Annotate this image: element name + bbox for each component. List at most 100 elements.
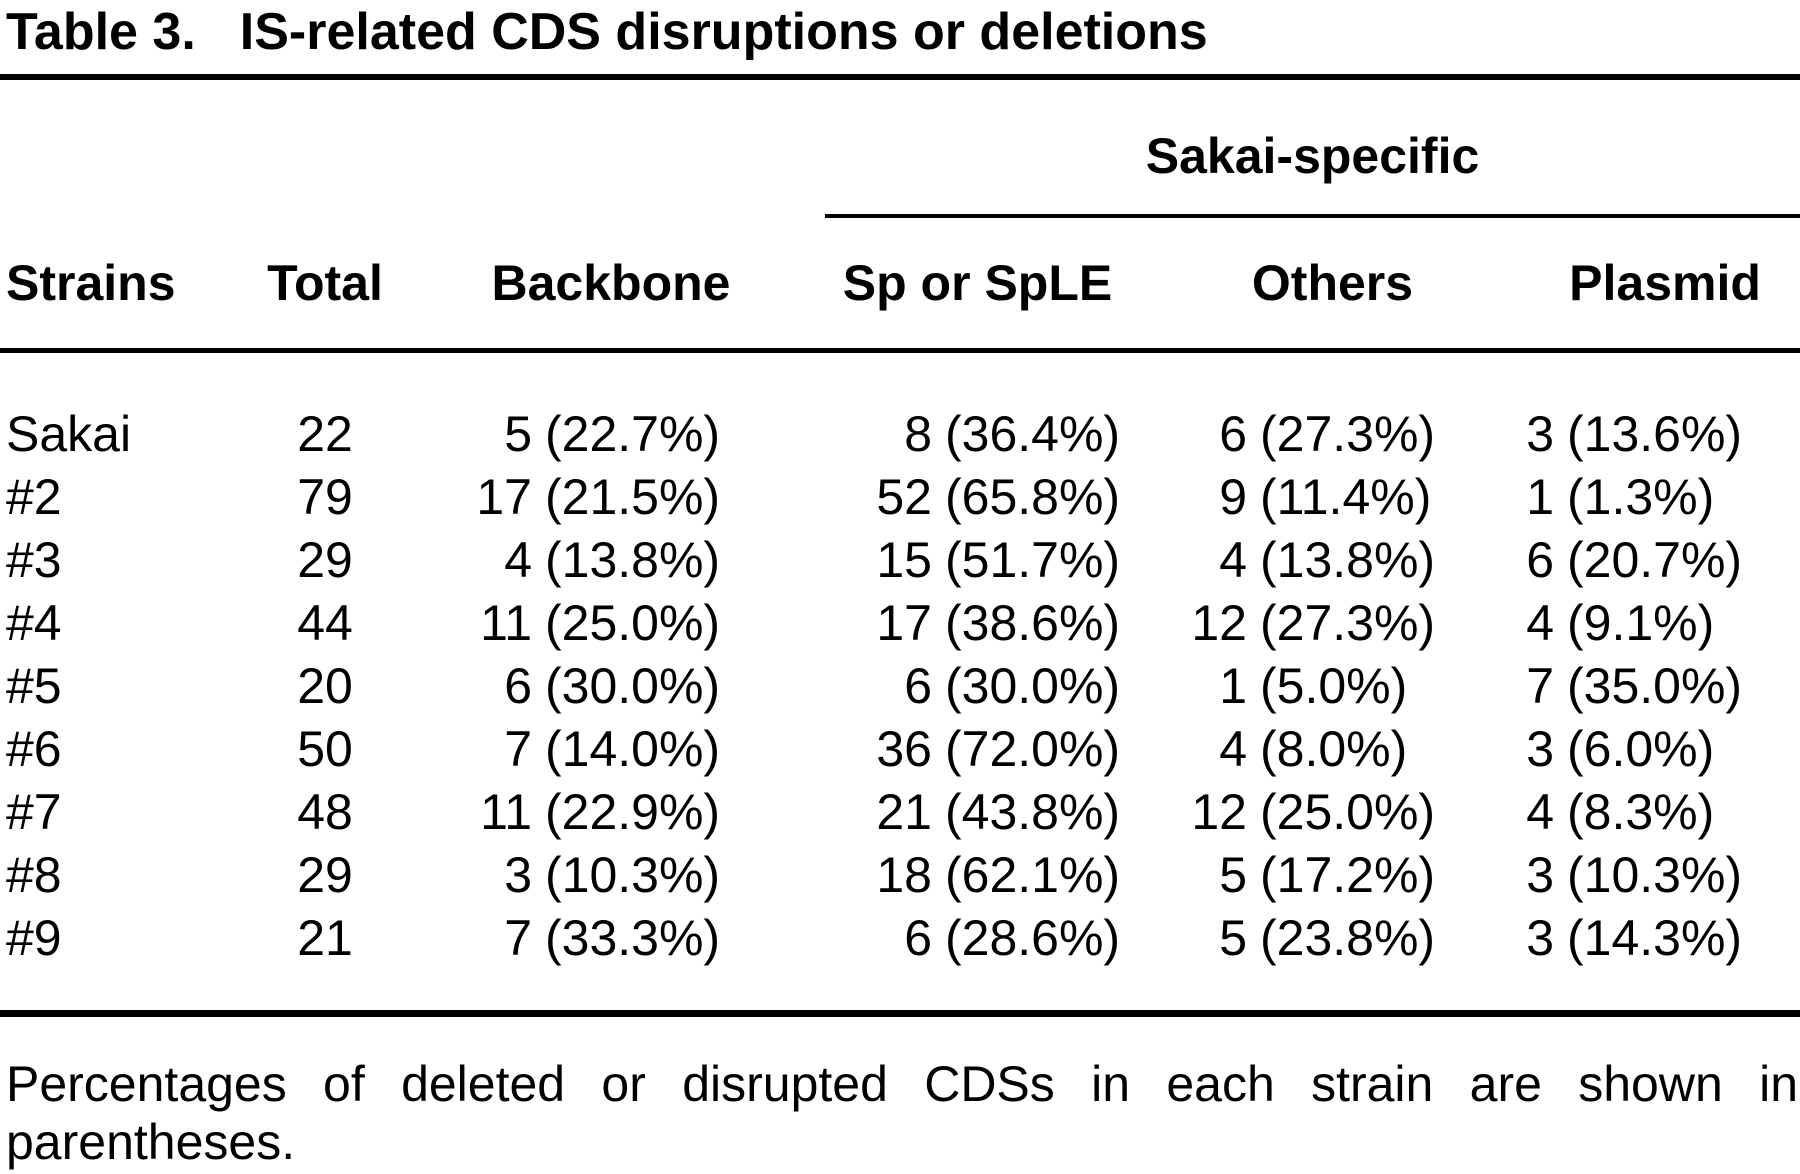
strain-cell: Sakai — [6, 406, 132, 462]
others-count: 12 — [1191, 595, 1247, 651]
strain-cell: #7 — [6, 784, 62, 840]
total-cell: 21 — [297, 910, 353, 966]
sp-sple-count: 6 — [904, 910, 932, 966]
sp-sple-count: 52 — [876, 469, 932, 525]
sp-sple-percent: (65.8%) — [945, 469, 1121, 525]
backbone-percent: (14.0%) — [545, 721, 721, 777]
sp-sple-count: 15 — [876, 532, 932, 588]
backbone-cell: 3 (10.3%) — [440, 844, 770, 907]
col-header-total: Total — [230, 218, 440, 353]
table-row-9: #9 21 7 (33.3%) 6 (28.6%) 5 (23.8%) 3 (14.3%… — [0, 907, 1800, 1014]
col-header-backbone: Backbone — [440, 218, 770, 353]
table-row-2: #2 79 17 (21.5%) 52 (65.8%) 9 (11.4%) 1 (1.3… — [0, 466, 1800, 529]
table-row-4: #4 44 11 (25.0%) 17 (38.6%) 12 (27.3%) 4 (9.… — [0, 592, 1800, 655]
sp-sple-percent: (51.7%) — [945, 532, 1121, 588]
strain-cell: #6 — [6, 721, 62, 777]
plasmid-count: 1 — [1526, 469, 1554, 525]
others-percent: (17.2%) — [1260, 847, 1436, 903]
sp-sple-count: 36 — [876, 721, 932, 777]
spanner-row: Sakai-specific — [0, 77, 1800, 218]
others-count: 6 — [1219, 406, 1247, 462]
others-percent: (27.3%) — [1260, 595, 1436, 651]
others-cell: 5 (17.2%) — [1185, 844, 1500, 907]
plasmid-percent: (35.0%) — [1567, 658, 1743, 714]
sp-sple-percent: (30.0%) — [945, 658, 1121, 714]
others-cell: 5 (23.8%) — [1185, 907, 1500, 1014]
sp-sple-count: 8 — [904, 406, 932, 462]
total-cell: 29 — [297, 847, 353, 903]
backbone-count: 7 — [504, 721, 532, 777]
others-cell: 4 (13.8%) — [1185, 529, 1500, 592]
backbone-percent: (10.3%) — [545, 847, 721, 903]
others-count: 12 — [1191, 784, 1247, 840]
others-percent: (23.8%) — [1260, 910, 1436, 966]
others-percent: (25.0%) — [1260, 784, 1436, 840]
table-caption-text: IS-related CDS disruptions or deletions — [239, 3, 1208, 61]
plasmid-percent: (9.1%) — [1567, 595, 1715, 651]
total-cell: 29 — [297, 532, 353, 588]
footnote-line-1: Percentages of deleted or disrupted CDSs… — [6, 1056, 1798, 1112]
spanner-underline: Sakai-specific — [825, 128, 1800, 218]
others-cell: 1 (5.0%) — [1185, 655, 1500, 718]
others-cell: 4 (8.0%) — [1185, 718, 1500, 781]
plasmid-cell: 3 (6.0%) — [1500, 718, 1800, 781]
spanner-cell: Sakai-specific — [770, 77, 1800, 218]
footnote-line-2: parentheses. — [6, 1114, 296, 1170]
others-percent: (11.4%) — [1260, 469, 1432, 525]
col-header-strains: Strains — [0, 218, 230, 353]
sp-sple-count: 17 — [876, 595, 932, 651]
sp-sple-percent: (43.8%) — [945, 784, 1121, 840]
table-footnote: Percentages of deleted or disrupted CDSs… — [0, 1055, 1798, 1171]
table-title: Table 3. IS-related CDS disruptions or de… — [0, 2, 1800, 62]
sp-sple-percent: (28.6%) — [945, 910, 1121, 966]
sp-sple-count: 18 — [876, 847, 932, 903]
sp-sple-cell: 6 (28.6%) — [770, 907, 1185, 1014]
plasmid-count: 4 — [1526, 784, 1554, 840]
backbone-count: 4 — [504, 532, 532, 588]
plasmid-percent: (6.0%) — [1567, 721, 1715, 777]
sp-sple-cell: 6 (30.0%) — [770, 655, 1185, 718]
backbone-percent: (25.0%) — [545, 595, 721, 651]
backbone-cell: 17 (21.5%) — [440, 466, 770, 529]
sp-sple-percent: (72.0%) — [945, 721, 1121, 777]
others-count: 5 — [1219, 847, 1247, 903]
table-row-sakai: Sakai 22 5 (22.7%) 8 (36.4%) 6 (27.3%) 3 (13… — [0, 351, 1800, 467]
data-table: Sakai-specific Strains Total Backbone Sp… — [0, 74, 1800, 1017]
spanner-label: Sakai-specific — [1145, 128, 1480, 184]
plasmid-cell: 1 (1.3%) — [1500, 466, 1800, 529]
strain-cell: #5 — [6, 658, 62, 714]
backbone-percent: (21.5%) — [545, 469, 721, 525]
total-cell: 44 — [297, 595, 353, 651]
table-row-3: #3 29 4 (13.8%) 15 (51.7%) 4 (13.8%) 6 (20.7… — [0, 529, 1800, 592]
table-row-8: #8 29 3 (10.3%) 18 (62.1%) 5 (17.2%) 3 (10.3… — [0, 844, 1800, 907]
sp-sple-percent: (38.6%) — [945, 595, 1121, 651]
backbone-count: 3 — [504, 847, 532, 903]
plasmid-percent: (20.7%) — [1567, 532, 1743, 588]
backbone-count: 5 — [504, 406, 532, 462]
others-percent: (27.3%) — [1260, 406, 1436, 462]
others-percent: (13.8%) — [1260, 532, 1436, 588]
backbone-percent: (22.7%) — [545, 406, 721, 462]
plasmid-percent: (10.3%) — [1567, 847, 1743, 903]
plasmid-cell: 4 (9.1%) — [1500, 592, 1800, 655]
others-cell: 6 (27.3%) — [1185, 351, 1500, 467]
plasmid-count: 6 — [1526, 532, 1554, 588]
backbone-count: 11 — [480, 595, 532, 651]
total-cell: 20 — [297, 658, 353, 714]
total-cell: 79 — [297, 469, 353, 525]
backbone-count: 7 — [504, 910, 532, 966]
sp-sple-cell: 8 (36.4%) — [770, 351, 1185, 467]
col-header-sp-or-sple: Sp or SpLE — [770, 218, 1185, 353]
backbone-cell: 6 (30.0%) — [440, 655, 770, 718]
strain-cell: #3 — [6, 532, 62, 588]
others-cell: 12 (25.0%) — [1185, 781, 1500, 844]
sp-sple-cell: 52 (65.8%) — [770, 466, 1185, 529]
plasmid-percent: (8.3%) — [1567, 784, 1715, 840]
sp-sple-count: 21 — [876, 784, 932, 840]
plasmid-cell: 3 (14.3%) — [1500, 907, 1800, 1014]
backbone-cell: 7 (33.3%) — [440, 907, 770, 1014]
sp-sple-cell: 36 (72.0%) — [770, 718, 1185, 781]
total-cell: 50 — [297, 721, 353, 777]
table-row-7: #7 48 11 (22.9%) 21 (43.8%) 12 (25.0%) 4 (8.… — [0, 781, 1800, 844]
